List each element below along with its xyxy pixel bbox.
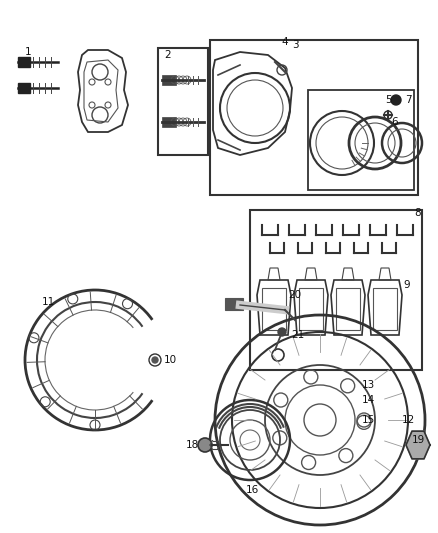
Text: 5: 5 [385, 95, 391, 105]
Text: 14: 14 [361, 395, 374, 405]
Text: 8: 8 [415, 208, 421, 218]
Text: 7: 7 [405, 95, 411, 105]
Bar [18, 57, 30, 67]
Text: 13: 13 [361, 380, 374, 390]
Bar [162, 117, 176, 127]
Bar [250, 210, 422, 370]
Text: 16: 16 [245, 485, 258, 495]
Bar [225, 298, 243, 310]
Text: 10: 10 [163, 355, 177, 365]
Text: 20: 20 [289, 290, 301, 300]
Text: 1: 1 [25, 47, 31, 57]
Bar [18, 83, 30, 93]
Text: 9: 9 [404, 280, 410, 290]
Text: 19: 19 [411, 435, 424, 445]
Circle shape [391, 95, 401, 105]
Text: 3: 3 [292, 40, 298, 50]
Text: 2: 2 [165, 50, 171, 60]
Circle shape [152, 357, 158, 363]
Bar [210, 40, 418, 195]
Bar [162, 75, 176, 85]
Text: 12: 12 [401, 415, 415, 425]
Bar [308, 90, 414, 190]
Circle shape [198, 438, 212, 452]
Text: 6: 6 [392, 117, 398, 127]
Text: 18: 18 [185, 440, 198, 450]
Text: 21: 21 [291, 330, 304, 340]
Polygon shape [406, 431, 430, 459]
Text: 4: 4 [282, 37, 288, 47]
Circle shape [411, 438, 425, 452]
Bar [158, 48, 208, 155]
Text: 11: 11 [41, 297, 55, 307]
Text: 15: 15 [361, 415, 374, 425]
Circle shape [278, 328, 286, 336]
